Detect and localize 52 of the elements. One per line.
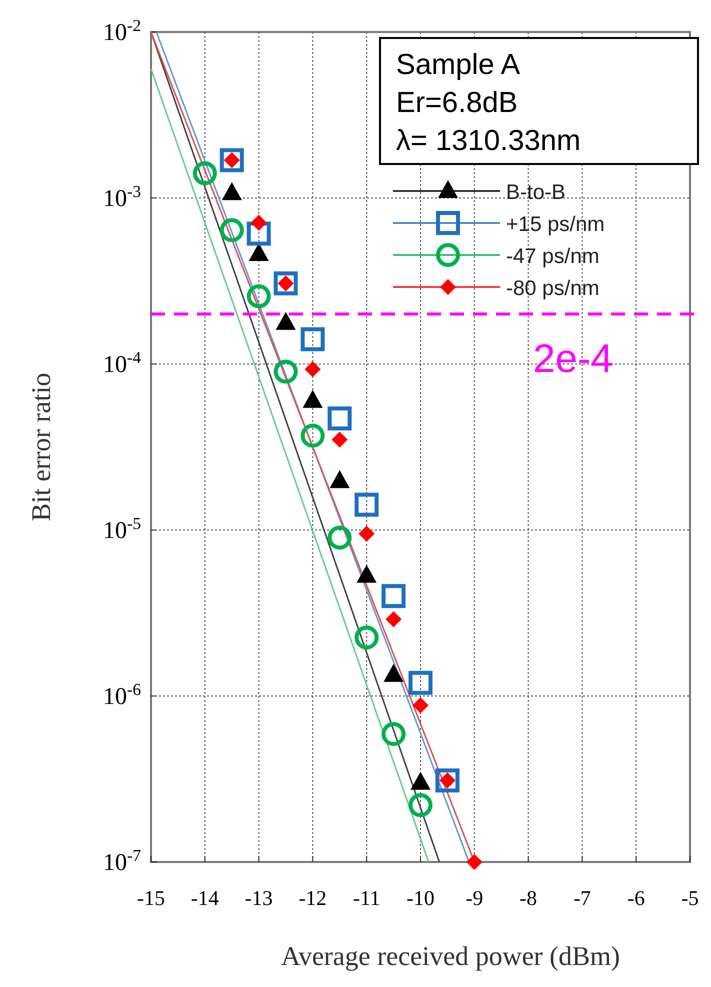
point	[250, 214, 267, 231]
point	[466, 854, 482, 870]
point	[220, 218, 244, 242]
point	[435, 768, 460, 792]
y-tick-label: 10$^{-2}$	[103, 16, 141, 46]
y-tick-label: 10$^{-7}$	[103, 846, 141, 876]
point	[274, 271, 298, 296]
point	[328, 406, 352, 430]
annotation: Er=6.8dB	[396, 87, 518, 119]
legend-label: -80 ps/nm	[506, 277, 600, 300]
x-tick-label: -7	[573, 886, 591, 910]
point	[408, 670, 432, 695]
point	[246, 284, 271, 308]
legend-label: -47 ps/nm	[506, 245, 600, 268]
x-tick-label: -11	[352, 886, 380, 910]
point	[382, 584, 406, 608]
y-tick-label: 10$^{-4}$	[103, 348, 142, 378]
x-axis-title: Average received power (dBm)	[280, 941, 620, 971]
point	[354, 626, 379, 650]
point	[354, 492, 379, 517]
point	[408, 793, 432, 818]
y-tick-label: 10$^{-5}$	[103, 514, 141, 544]
legend-label: B-to-B	[506, 181, 566, 204]
point	[304, 361, 321, 378]
y-axis-title: Bit error ratio	[26, 372, 56, 522]
point	[300, 424, 325, 448]
x-tick-label: -9	[466, 886, 484, 910]
x-tick-label: -8	[520, 886, 538, 910]
ref-line-label: 2e-4	[532, 337, 614, 382]
point	[386, 611, 402, 628]
y-tick-label: 10$^{-6}$	[103, 680, 141, 710]
point	[274, 360, 298, 384]
annotation: Sample A	[396, 49, 521, 81]
x-tick-label: -15	[137, 886, 165, 910]
x-tick-label: -5	[681, 886, 699, 910]
point	[246, 222, 271, 246]
point	[382, 722, 406, 746]
x-tick-label: -6	[627, 886, 645, 910]
legend-label: +15 ps/nm	[506, 213, 605, 236]
annotation: λ= 1310.33nm	[396, 125, 581, 157]
x-tick-label: -13	[244, 886, 273, 910]
y-tick-label: 10$^{-3}$	[103, 182, 141, 212]
x-tick-label: -10	[406, 886, 434, 910]
point	[192, 161, 217, 186]
point	[220, 148, 244, 172]
point	[412, 697, 428, 714]
point	[332, 432, 348, 448]
x-tick-label: -14	[190, 886, 220, 910]
x-tick-label: -12	[298, 886, 327, 910]
point	[328, 526, 352, 550]
point	[358, 526, 375, 542]
point	[300, 327, 325, 352]
